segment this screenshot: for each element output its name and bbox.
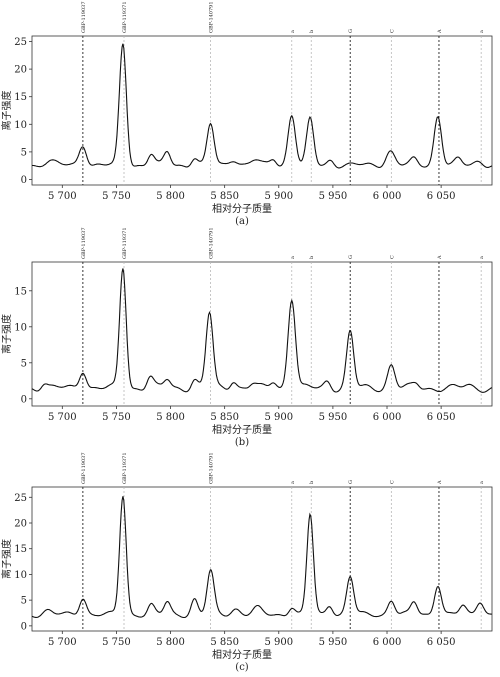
marker-label: C xyxy=(389,29,395,33)
spectrum-line xyxy=(31,268,493,393)
plot-frame xyxy=(31,35,493,186)
y-tick-label: 10 xyxy=(14,570,27,581)
marker-label: A xyxy=(437,480,443,485)
marker-label: a xyxy=(290,481,296,484)
marker-label: A xyxy=(437,255,443,260)
plot-frame xyxy=(31,486,493,632)
y-tick-label: 25 xyxy=(14,493,27,504)
y-tick-label: 5 xyxy=(21,596,27,607)
y-tick-label: 5 xyxy=(21,147,27,158)
x-tick-label: 5 750 xyxy=(102,637,131,648)
marker-label: G xyxy=(348,480,354,484)
y-tick-label: 20 xyxy=(14,65,27,76)
y-tick-label: 0 xyxy=(21,394,27,405)
panel-caption: (a) xyxy=(235,216,249,227)
x-tick-label: 5 800 xyxy=(156,412,185,423)
marker-label: GBP-140791 xyxy=(209,227,215,259)
x-tick-label: 6 050 xyxy=(427,412,456,423)
x-tick-label: 5 800 xyxy=(156,191,185,202)
x-tick-label: 5 700 xyxy=(48,637,77,648)
x-tick-label: 5 950 xyxy=(319,637,348,648)
y-axis-label: 离子强度 xyxy=(0,539,13,579)
y-tick-label: 10 xyxy=(14,322,27,333)
x-tick-label: 5 950 xyxy=(319,191,348,202)
x-tick-label: 5 850 xyxy=(210,637,239,648)
x-axis-label: 相对分子质量 xyxy=(212,202,272,215)
marker-label: GBP-119371 xyxy=(122,452,128,484)
spectrum-line xyxy=(31,43,493,169)
y-tick-label: 0 xyxy=(21,621,27,632)
marker-label: a xyxy=(290,256,296,259)
marker-label: b xyxy=(309,481,315,484)
x-tick-label: 5 850 xyxy=(210,412,239,423)
spectrum-line xyxy=(31,496,492,619)
plot-frame xyxy=(31,261,493,407)
panel-caption: (b) xyxy=(235,437,249,448)
x-tick-label: 6 050 xyxy=(427,637,456,648)
x-tick-label: 5 700 xyxy=(48,412,77,423)
marker-label: a xyxy=(479,481,485,484)
marker-label: a xyxy=(479,30,485,33)
marker-label: GBP-119371 xyxy=(122,1,128,33)
x-tick-label: 5 900 xyxy=(264,637,293,648)
x-tick-label: 6 000 xyxy=(373,412,402,423)
x-tick-label: 5 950 xyxy=(319,412,348,423)
x-tick-label: 5 750 xyxy=(102,191,131,202)
marker-label: C xyxy=(389,480,395,484)
y-tick-label: 15 xyxy=(14,544,27,555)
marker-label: GBP-119037 xyxy=(81,227,87,259)
y-axis-label: 离子强度 xyxy=(0,91,13,131)
marker-label: a xyxy=(290,30,296,33)
marker-label: A xyxy=(437,29,443,34)
panel-caption: (c) xyxy=(235,662,249,673)
x-tick-label: 5 750 xyxy=(102,412,131,423)
marker-label: G xyxy=(348,29,354,33)
marker-label: GBP-140791 xyxy=(209,1,215,33)
y-tick-label: 5 xyxy=(21,358,27,369)
x-tick-label: 5 850 xyxy=(210,191,239,202)
marker-label: C xyxy=(389,255,395,259)
marker-label: G xyxy=(348,255,354,259)
x-tick-label: 5 900 xyxy=(264,412,293,423)
y-axis-label: 离子强度 xyxy=(0,314,13,354)
x-tick-label: 5 800 xyxy=(156,637,185,648)
y-tick-label: 10 xyxy=(14,120,27,131)
x-tick-label: 5 900 xyxy=(264,191,293,202)
marker-label: GBP-140791 xyxy=(209,452,215,484)
x-tick-label: 6 000 xyxy=(373,191,402,202)
marker-label: b xyxy=(309,30,315,33)
y-tick-label: 0 xyxy=(21,175,27,186)
y-tick-label: 15 xyxy=(14,286,27,297)
x-tick-label: 6 000 xyxy=(373,637,402,648)
x-axis-label: 相对分子质量 xyxy=(212,423,272,436)
x-tick-label: 5 700 xyxy=(48,191,77,202)
y-tick-label: 25 xyxy=(14,37,27,48)
marker-label: GBP-119037 xyxy=(81,452,87,484)
y-tick-label: 20 xyxy=(14,519,27,530)
x-axis-label: 相对分子质量 xyxy=(212,648,272,661)
y-tick-label: 15 xyxy=(14,92,27,103)
marker-label: b xyxy=(309,256,315,259)
marker-label: GBP-119371 xyxy=(122,227,128,259)
marker-label: GBP-119037 xyxy=(81,1,87,33)
x-tick-label: 6 050 xyxy=(427,191,456,202)
marker-label: a xyxy=(479,256,485,259)
